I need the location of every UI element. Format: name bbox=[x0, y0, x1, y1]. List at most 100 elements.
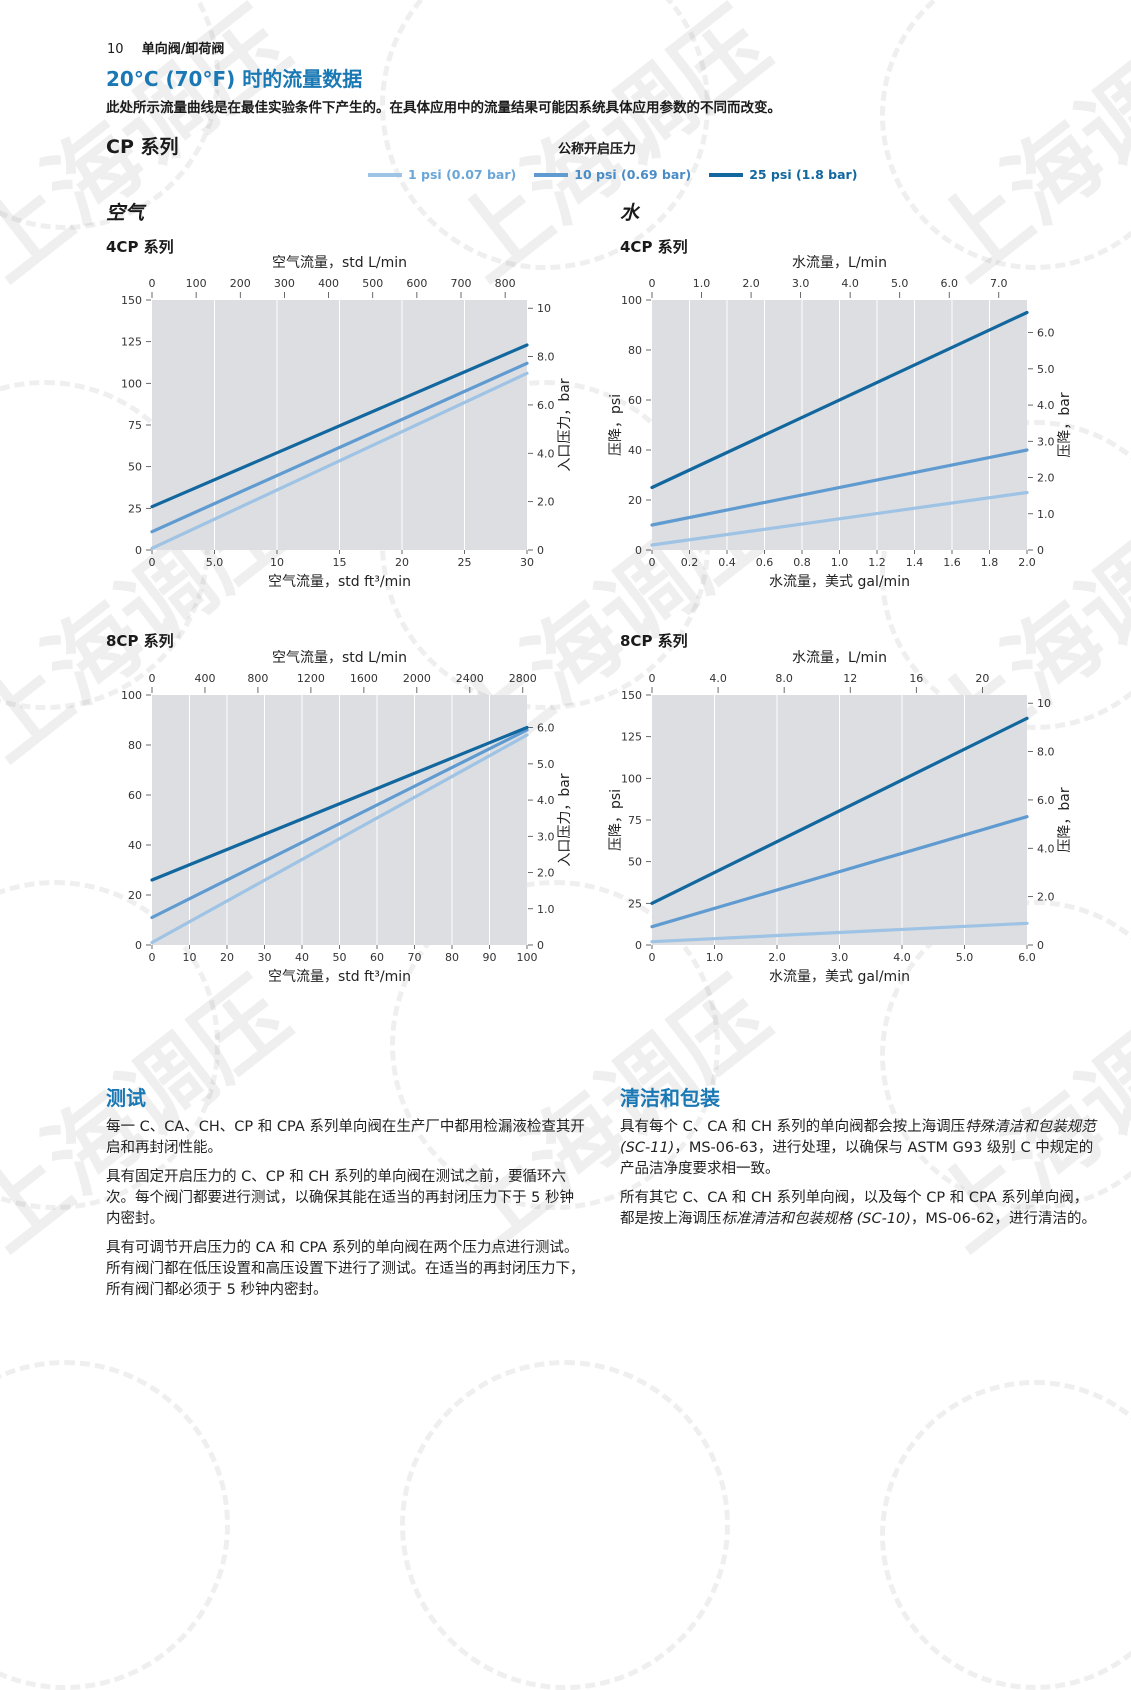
testing-paragraph: 具有固定开启压力的 C、CP 和 CH 系列的单向阀在测试之前，要循环六次。每个… bbox=[106, 1169, 574, 1227]
legend-label: 1 psi (0.07 bar) bbox=[408, 167, 517, 182]
x-tick-label: 40 bbox=[295, 951, 309, 964]
x-tick-label: 0 bbox=[649, 951, 656, 964]
x2-axis-title: 水流量，L/min bbox=[792, 650, 887, 666]
y-tick-label: 125 bbox=[121, 336, 142, 349]
x-axis-title: 水流量，美式 gal/min bbox=[769, 969, 910, 985]
y2-tick-label: 4.0 bbox=[537, 794, 555, 807]
y2-tick-label: 6.0 bbox=[537, 399, 555, 412]
cleaning-heading: 清洁和包装 bbox=[620, 1086, 720, 1110]
series-line bbox=[650, 310, 1029, 490]
y-tick-label: 100 bbox=[621, 294, 642, 307]
x2-tick-label: 20 bbox=[975, 672, 989, 685]
x2-tick-label: 800 bbox=[495, 277, 516, 290]
watermark-ring bbox=[0, 1360, 230, 1690]
legend-swatch bbox=[709, 172, 744, 177]
x-tick-label: 10 bbox=[270, 556, 284, 569]
cleaning-paragraph: 所有其它 C、CA 和 CH 系列单向阀，以及每个 CP 和 CPA 系列单向阀… bbox=[620, 1188, 1100, 1230]
x-tick-label: 100 bbox=[517, 951, 538, 964]
chart-title: 8CP 系列 bbox=[106, 632, 174, 650]
x-tick-label: 20 bbox=[220, 951, 234, 964]
series-line bbox=[650, 716, 1029, 905]
watermark-ring bbox=[880, 1380, 1131, 1690]
y2-tick-label: 1.0 bbox=[537, 903, 555, 916]
x2-tick-label: 2.0 bbox=[742, 277, 760, 290]
section-heading-water: 水 bbox=[620, 202, 640, 224]
y2-tick-label: 2.0 bbox=[537, 496, 555, 509]
legend-item: 10 psi (0.69 bar) bbox=[534, 167, 691, 182]
y-tick-label: 20 bbox=[128, 889, 142, 902]
x-axis-title: 水流量，美式 gal/min bbox=[769, 574, 910, 590]
x-tick-label: 5.0 bbox=[956, 951, 974, 964]
chart-title: 4CP 系列 bbox=[620, 238, 688, 256]
y2-tick-label: 0 bbox=[537, 544, 544, 557]
x-tick-label: 10 bbox=[183, 951, 197, 964]
x-tick-label: 1.6 bbox=[943, 556, 961, 569]
y2-tick-label: 2.0 bbox=[537, 867, 555, 880]
x-tick-label: 1.2 bbox=[868, 556, 886, 569]
x-tick-label: 0.6 bbox=[756, 556, 774, 569]
y2-tick-label: 3.0 bbox=[537, 830, 555, 843]
y-tick-label: 80 bbox=[628, 344, 642, 357]
x-tick-label: 15 bbox=[333, 556, 347, 569]
y-tick-label: 60 bbox=[128, 789, 142, 802]
x-tick-label: 0 bbox=[149, 951, 156, 964]
y-tick-label: 75 bbox=[628, 814, 642, 827]
page-header: 10 单向阀/卸荷阀 bbox=[107, 38, 224, 57]
x2-tick-label: 1600 bbox=[350, 672, 378, 685]
series-line bbox=[650, 921, 1029, 944]
y-tick-label: 150 bbox=[121, 294, 142, 307]
series-line bbox=[150, 361, 529, 534]
y-tick-label: 25 bbox=[128, 502, 142, 515]
testing-heading: 测试 bbox=[106, 1086, 146, 1110]
page-title: 20°C (70°F) 时的流量数据 bbox=[106, 67, 363, 91]
y-tick-label: 0 bbox=[635, 939, 642, 952]
y-tick-label: 150 bbox=[621, 689, 642, 702]
y2-tick-label: 8.0 bbox=[537, 351, 555, 364]
y2-tick-label: 4.0 bbox=[537, 447, 555, 460]
x2-tick-label: 16 bbox=[909, 672, 923, 685]
x2-tick-label: 3.0 bbox=[792, 277, 810, 290]
x-tick-label: 80 bbox=[445, 951, 459, 964]
y2-tick-label: 0 bbox=[1037, 544, 1044, 557]
x-tick-label: 0 bbox=[149, 556, 156, 569]
y2-tick-label: 10 bbox=[537, 302, 551, 315]
x2-tick-label: 0 bbox=[149, 672, 156, 685]
legend-swatch bbox=[534, 172, 569, 177]
y-axis-title: 压降，psi bbox=[608, 394, 624, 456]
x2-tick-label: 300 bbox=[274, 277, 295, 290]
y-tick-label: 100 bbox=[621, 772, 642, 785]
y2-tick-label: 2.0 bbox=[1037, 891, 1055, 904]
y2-tick-label: 1.0 bbox=[1037, 508, 1055, 521]
x2-axis-title: 水流量，L/min bbox=[792, 255, 887, 271]
legend-swatch bbox=[368, 172, 402, 177]
chart-4cp-water: 0 0.2 0.4 0.6 0.8 1.0 1.2 1.4 1.6 1.8 2.00 1.0 2.0 3.… bbox=[608, 255, 1073, 590]
legend-title: 公称开启压力 bbox=[558, 142, 637, 157]
x-tick-label: 5.0 bbox=[206, 556, 224, 569]
y-tick-label: 0 bbox=[135, 544, 142, 557]
x-tick-label: 3.0 bbox=[831, 951, 849, 964]
x-tick-label: 30 bbox=[520, 556, 534, 569]
y-tick-label: 50 bbox=[628, 856, 642, 869]
cleaning-spec-name: 特殊清洁和包装规范 (SC-11) bbox=[620, 1119, 1096, 1156]
intro-text: 此处所示流量曲线是在最佳实验条件下产生的。在具体应用中的流量结果可能因系统具体应… bbox=[106, 100, 781, 116]
y2-axis-title: 压降，bar bbox=[1057, 392, 1073, 457]
chart-8cp-water: 0 1.0 2.0 3.0 4.0 5.0 6.00 4.0 8.0 12 16 2002550751… bbox=[608, 650, 1073, 985]
x-tick-label: 0.8 bbox=[793, 556, 811, 569]
y-tick-label: 40 bbox=[128, 839, 142, 852]
legend-item: 1 psi (0.07 bar) bbox=[368, 167, 516, 182]
x2-tick-label: 2000 bbox=[403, 672, 431, 685]
x2-tick-label: 2400 bbox=[456, 672, 484, 685]
y-tick-label: 40 bbox=[628, 444, 642, 457]
x2-tick-label: 400 bbox=[318, 277, 339, 290]
y2-axis-title: 入口压力，bar bbox=[557, 378, 573, 471]
y-tick-label: 20 bbox=[628, 494, 642, 507]
x2-tick-label: 1.0 bbox=[693, 277, 711, 290]
series-line bbox=[150, 728, 529, 920]
y2-tick-label: 0 bbox=[1037, 939, 1044, 952]
cleaning-text: ，MS-06-62，进行清洁的。 bbox=[910, 1211, 1097, 1227]
x2-tick-label: 12 bbox=[843, 672, 857, 685]
x-tick-label: 50 bbox=[333, 951, 347, 964]
cleaning-paragraph: 具有每个 C、CA 和 CH 系列的单向阀都会按上海调压特殊清洁和包装规范 (S… bbox=[620, 1117, 1100, 1180]
legend-label: 25 psi (1.8 bar) bbox=[749, 167, 858, 182]
